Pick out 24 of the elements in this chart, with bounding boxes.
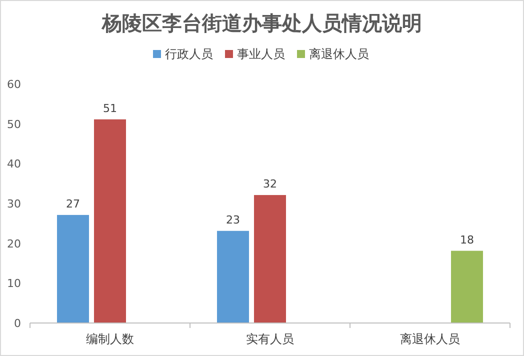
legend-label: 离退休人员 [309,47,369,61]
bar [57,214,89,324]
legend-label: 行政人员 [165,47,213,61]
x-tick-label: 离退休人员 [400,332,460,346]
legend-label: 事业人员 [237,47,285,61]
bar [94,119,126,324]
x-tick-label: 编制人数 [86,332,134,346]
y-tick-label: 20 [7,237,21,250]
y-tick-label: 10 [7,277,21,290]
data-label: 51 [103,102,117,115]
bar [254,195,286,324]
x-tick-label: 实有人员 [246,332,294,346]
y-tick-label: 40 [7,158,21,171]
data-label: 23 [226,213,240,226]
bar [451,250,483,324]
y-tick-label: 30 [7,198,21,210]
data-label: 18 [460,233,474,246]
y-tick-label: 60 [7,78,21,91]
bar [217,230,249,324]
y-tick-label: 0 [14,317,21,330]
data-label: 27 [66,197,80,210]
y-tick-label: 50 [7,118,21,131]
chart-title: 杨陵区李台街道办事处人员情况说明 [101,11,422,35]
data-label: 32 [263,178,277,191]
